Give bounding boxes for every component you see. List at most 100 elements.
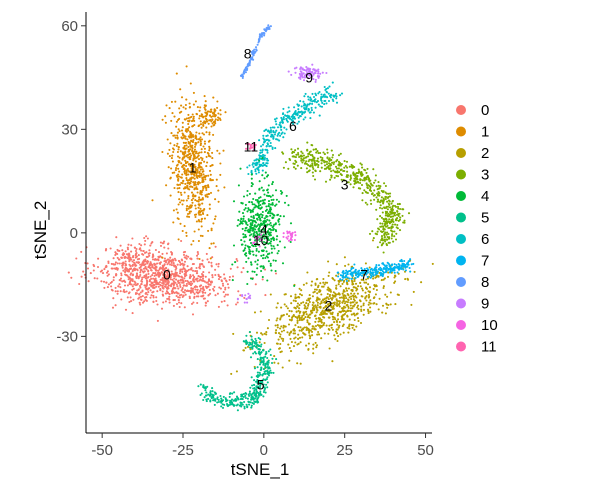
data-point: [402, 262, 405, 265]
data-point: [329, 297, 333, 300]
data-point: [300, 150, 303, 153]
data-point: [319, 156, 322, 159]
data-point: [260, 151, 264, 154]
data-point: [279, 333, 282, 336]
data-point: [169, 176, 172, 179]
data-point: [259, 384, 262, 387]
data-point: [341, 314, 344, 317]
data-point: [353, 292, 356, 295]
data-point: [335, 95, 338, 98]
data-point: [328, 288, 332, 291]
data-point: [197, 252, 200, 256]
data-point: [209, 118, 212, 122]
data-point: [388, 206, 392, 209]
data-point: [192, 239, 195, 243]
data-point: [259, 213, 263, 216]
data-point: [112, 276, 115, 279]
data-point: [180, 275, 183, 278]
data-point: [70, 276, 73, 279]
data-point: [184, 279, 187, 282]
data-point: [268, 145, 271, 148]
data-point: [158, 273, 161, 276]
data-point: [381, 200, 384, 203]
data-point: [323, 103, 326, 106]
data-point: [197, 183, 200, 186]
data-point: [412, 262, 415, 265]
data-point: [381, 311, 384, 314]
data-point: [223, 273, 226, 276]
data-point: [365, 281, 368, 284]
data-point: [351, 288, 354, 291]
data-point: [353, 314, 356, 317]
data-point: [247, 400, 250, 403]
data-point: [196, 257, 199, 260]
data-point: [315, 163, 318, 166]
data-point: [356, 178, 359, 181]
data-point: [357, 308, 360, 311]
data-point: [242, 233, 245, 236]
data-point: [342, 305, 346, 308]
data-point: [318, 317, 322, 320]
data-point: [364, 190, 367, 193]
data-point: [359, 281, 362, 284]
data-point: [390, 211, 393, 214]
data-point: [335, 263, 338, 266]
data-point: [388, 226, 391, 229]
data-point: [218, 117, 221, 120]
cluster-10-points: [252, 230, 297, 248]
data-point: [382, 286, 385, 290]
data-point: [331, 81, 334, 84]
data-point: [195, 168, 199, 171]
data-point: [121, 266, 124, 269]
data-point: [342, 300, 346, 303]
data-point: [144, 277, 148, 280]
data-point: [393, 230, 396, 233]
legend-item-8: 8: [456, 274, 489, 291]
data-point: [180, 293, 183, 296]
data-point: [307, 347, 310, 351]
data-point: [307, 327, 310, 330]
data-point: [251, 277, 254, 280]
data-point: [269, 264, 272, 267]
data-point: [253, 379, 256, 382]
data-point: [341, 282, 344, 285]
data-point: [325, 324, 328, 327]
data-point: [276, 235, 279, 238]
data-point: [258, 386, 261, 389]
data-point: [120, 272, 123, 275]
data-point: [274, 331, 277, 334]
data-point: [312, 174, 315, 178]
data-point: [399, 216, 402, 219]
data-point: [328, 271, 331, 274]
data-point: [361, 270, 364, 273]
data-point: [263, 140, 266, 143]
data-point: [303, 326, 306, 329]
data-point: [320, 99, 323, 102]
data-point: [185, 164, 188, 168]
data-point: [171, 160, 174, 163]
data-point: [173, 186, 176, 190]
data-point: [297, 342, 300, 345]
data-point: [182, 290, 185, 294]
data-point: [371, 271, 375, 274]
data-point: [196, 272, 199, 275]
data-point: [279, 318, 282, 321]
data-point: [256, 218, 259, 221]
data-point: [346, 301, 349, 304]
data-point: [320, 93, 323, 96]
data-point: [331, 302, 334, 305]
data-point: [267, 260, 270, 263]
data-point: [100, 280, 103, 283]
data-point: [329, 164, 332, 167]
data-point: [271, 147, 274, 150]
data-point: [194, 194, 197, 197]
data-point: [176, 134, 179, 137]
data-point: [204, 100, 207, 103]
data-point: [229, 403, 232, 406]
data-point: [257, 196, 261, 200]
data-point: [257, 204, 260, 207]
data-point: [242, 392, 245, 396]
data-point: [223, 186, 226, 189]
data-point: [226, 283, 229, 286]
data-point: [216, 149, 219, 152]
